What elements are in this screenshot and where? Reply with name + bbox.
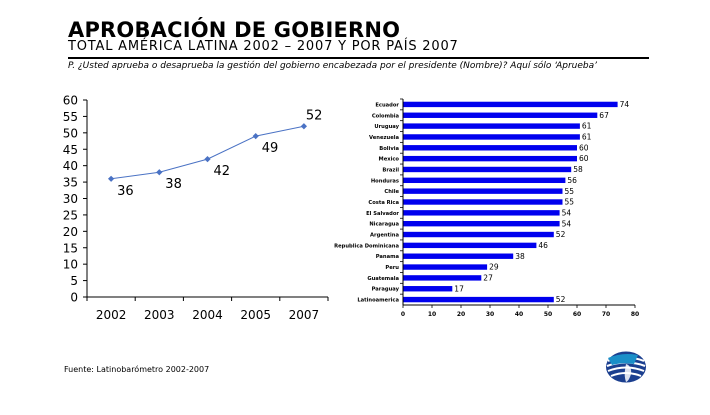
- data-point: [107, 175, 115, 182]
- y-tick-label: 35: [63, 176, 78, 190]
- bar: [403, 166, 572, 173]
- category-label: Panama: [376, 254, 400, 260]
- title-divider: [68, 57, 649, 59]
- y-tick-label: 40: [63, 159, 78, 173]
- data-label: 42: [214, 164, 231, 179]
- globe-logo-icon: [606, 351, 646, 383]
- x-tick-label: 10: [428, 311, 436, 318]
- x-tick-label: 2004: [192, 308, 223, 322]
- bar: [403, 242, 537, 249]
- bar: [403, 253, 514, 259]
- page-subtitle: TOTAL AMÉRICA LATINA 2002 – 2007 Y POR P…: [68, 39, 459, 54]
- page-title: APROBACIÓN DE GOBIERNO: [68, 18, 401, 42]
- category-label: Costa Rica: [368, 200, 399, 206]
- category-label: Colombia: [372, 113, 400, 119]
- category-label: Paraguay: [372, 287, 400, 293]
- y-tick-label: 25: [63, 208, 78, 222]
- x-tick-label: 60: [573, 311, 581, 318]
- y-tick-label: 50: [63, 126, 78, 140]
- bar-value-label: 54: [562, 208, 572, 217]
- bar: [403, 134, 580, 140]
- category-label: Honduras: [371, 178, 399, 184]
- category-label: Republica Dominicana: [334, 243, 399, 249]
- bar: [403, 177, 566, 184]
- category-label: Brazil: [382, 167, 399, 173]
- x-tick-label: 20: [457, 311, 465, 318]
- bar-value-label: 46: [538, 241, 548, 250]
- y-tick-label: 60: [63, 94, 78, 108]
- bar: [403, 188, 563, 194]
- x-tick-label: 2007: [289, 308, 320, 322]
- x-tick-label: 0: [401, 311, 405, 318]
- source-note: Fuente: Latinobarómetro 2002-2007: [64, 365, 210, 374]
- data-label: 38: [165, 177, 182, 192]
- x-tick-label: 30: [486, 311, 494, 318]
- category-label: Bolivia: [379, 146, 399, 152]
- category-label: Chile: [384, 189, 399, 195]
- y-tick-label: 45: [63, 143, 78, 157]
- bar-value-label: 56: [567, 176, 577, 185]
- bar-value-label: 67: [599, 111, 609, 120]
- x-tick-label: 80: [631, 311, 639, 318]
- category-label: Venezuela: [369, 135, 399, 141]
- bar: [403, 112, 598, 118]
- bar-value-label: 61: [582, 122, 592, 131]
- bar-value-label: 27: [483, 273, 493, 282]
- category-label: Argentina: [370, 233, 399, 239]
- bar-value-label: 60: [579, 154, 589, 163]
- category-label: Ecuador: [375, 102, 399, 108]
- y-tick-label: 20: [63, 225, 78, 239]
- x-tick-label: 50: [544, 311, 552, 318]
- bar: [403, 145, 577, 151]
- bar-value-label: 29: [489, 263, 499, 272]
- x-tick-label: 2003: [144, 308, 175, 322]
- category-label: Nicaragua: [369, 222, 399, 228]
- bar: [403, 296, 554, 303]
- bar-value-label: 55: [565, 187, 575, 196]
- bar-value-label: 54: [562, 219, 572, 228]
- y-tick-label: 0: [70, 291, 78, 305]
- bar-value-label: 61: [582, 133, 592, 142]
- bar-value-label: 17: [454, 284, 464, 293]
- y-tick-label: 5: [70, 274, 78, 288]
- bar: [403, 264, 488, 270]
- category-label: Mexico: [379, 157, 400, 163]
- bar: [403, 275, 482, 281]
- bar: [403, 123, 580, 129]
- y-tick-label: 10: [63, 258, 78, 272]
- category-label: Guatemala: [367, 276, 399, 282]
- bar-value-label: 52: [556, 295, 566, 304]
- category-label: Latinoamerica: [357, 298, 399, 304]
- data-point: [156, 169, 163, 176]
- bar: [403, 199, 563, 205]
- survey-question: P. ¿Usted aprueba o desaprueba la gestió…: [68, 61, 597, 71]
- data-label: 49: [262, 141, 279, 156]
- data-label: 52: [306, 108, 323, 123]
- bar-value-label: 52: [556, 230, 566, 239]
- data-label: 36: [117, 184, 134, 199]
- bar-value-label: 60: [579, 143, 589, 152]
- x-tick-label: 2005: [240, 308, 271, 322]
- category-label: Peru: [385, 265, 399, 271]
- bar: [403, 231, 554, 238]
- bar-value-label: 58: [573, 165, 583, 174]
- bar: [403, 155, 577, 162]
- bar: [403, 220, 560, 227]
- bar: [403, 210, 560, 216]
- bar: [403, 286, 453, 292]
- bar: [403, 101, 618, 108]
- y-tick-label: 55: [63, 110, 78, 124]
- category-label: Uruguay: [374, 124, 399, 130]
- bar-value-label: 74: [620, 100, 630, 109]
- bar-value-label: 55: [565, 198, 575, 207]
- x-tick-label: 2002: [96, 308, 127, 322]
- x-tick-label: 70: [602, 311, 610, 318]
- bar-value-label: 38: [515, 252, 525, 261]
- y-tick-label: 30: [63, 192, 78, 206]
- x-tick-label: 40: [515, 311, 523, 318]
- category-label: El Salvador: [366, 211, 399, 217]
- y-tick-label: 15: [63, 241, 78, 255]
